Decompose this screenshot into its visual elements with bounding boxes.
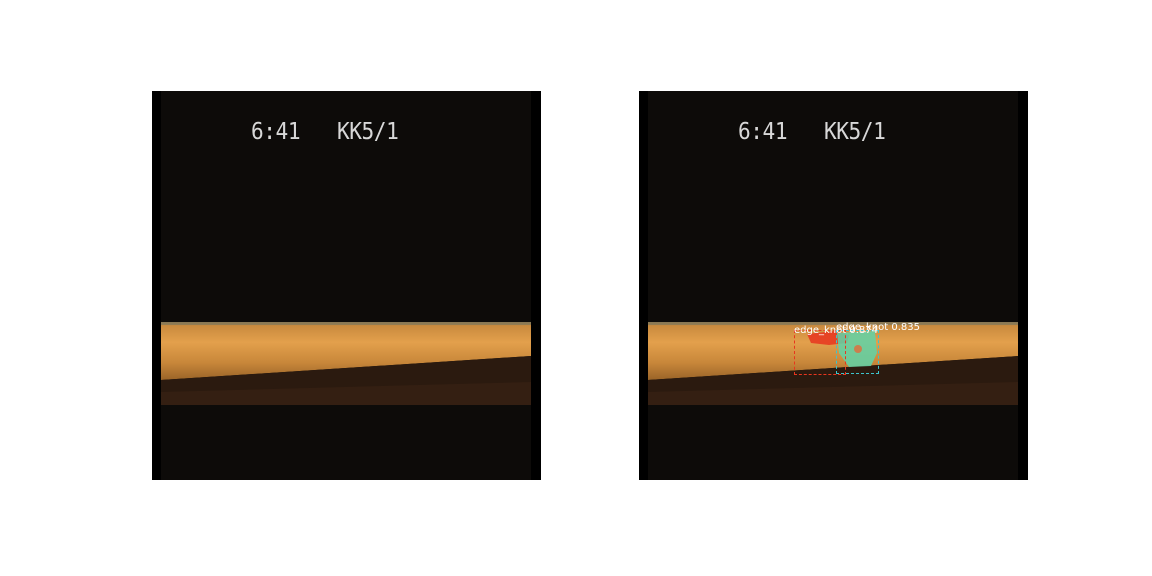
segmentation-masks	[807, 331, 877, 367]
original-image-panel: 6:41 KK5/1	[152, 91, 541, 480]
overlay-time: 6:41	[738, 119, 788, 145]
detection-box-red	[794, 330, 846, 375]
frame-border-left	[152, 91, 161, 480]
frame-border-right	[1018, 91, 1028, 480]
frame-border-right	[531, 91, 541, 480]
detection-label-cyan: edge_knot 0.835	[836, 322, 920, 333]
overlay-code: KK5/1	[336, 119, 399, 145]
overlay-code: KK5/1	[823, 119, 886, 145]
wood-board	[161, 320, 531, 406]
prediction-image-panel: 6:41 KK5/1 edge_knot 0.874 edge_knot 0.8…	[639, 91, 1028, 480]
detection-label-red: edge_knot 0.874	[794, 325, 878, 336]
timestamp-overlay: 6:41 KK5/1	[251, 119, 399, 145]
detection-box-cyan	[836, 330, 879, 374]
frame-border-left	[639, 91, 648, 480]
overlay-time: 6:41	[251, 119, 301, 145]
timestamp-overlay: 6:41 KK5/1	[738, 119, 886, 145]
